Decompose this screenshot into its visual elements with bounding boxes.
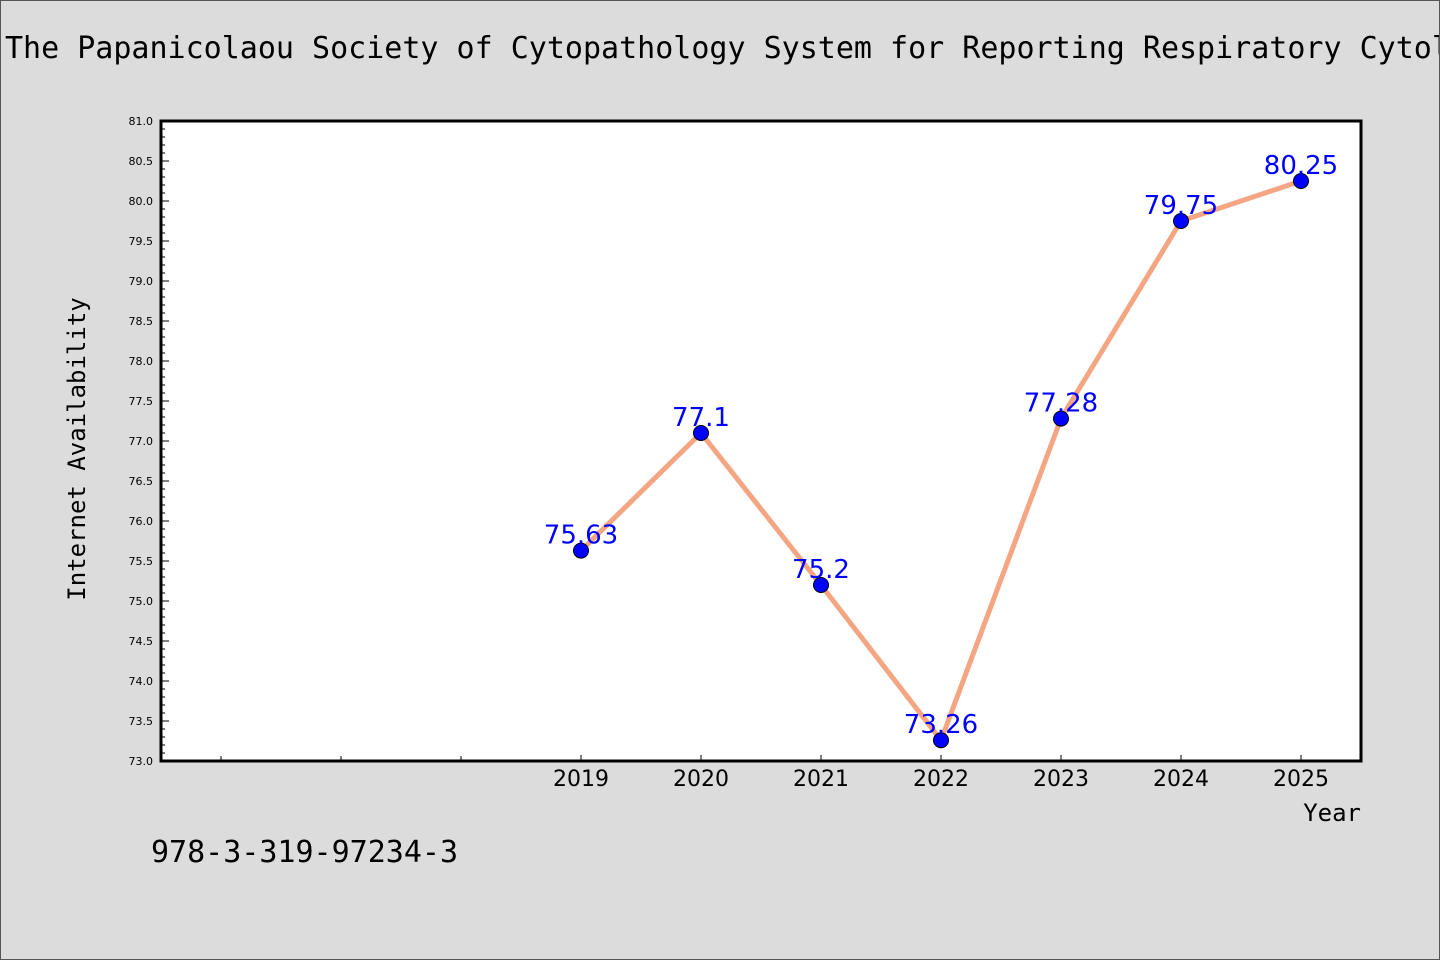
plot-area [159, 119, 1363, 763]
data-point [573, 542, 589, 559]
y-tick-label: 74.5 [129, 635, 154, 648]
x-tick-label: 2022 [913, 767, 969, 792]
x-tick-label: 2024 [1153, 767, 1209, 792]
x-tick-label: 2020 [673, 767, 729, 792]
y-tick-label: 80.5 [129, 155, 154, 168]
data-point [1173, 213, 1189, 229]
data-label: 77.1 [672, 403, 730, 433]
y-tick-label: 73.0 [129, 755, 154, 768]
data-point [813, 577, 829, 593]
data-point [1293, 173, 1309, 189]
chart-title: The Papanicolaou Society of Cytopatholog… [5, 31, 1440, 66]
data-point [693, 425, 709, 441]
data-label: 80.25 [1264, 151, 1338, 181]
data-label: 73.26 [904, 710, 978, 740]
y-tick-label: 78.5 [129, 315, 154, 328]
y-tick-label: 78.0 [129, 355, 154, 368]
y-tick-label: 74.0 [129, 675, 154, 688]
data-label: 77.28 [1024, 389, 1098, 419]
x-tick-label: 2025 [1273, 767, 1329, 792]
y-tick-label: 75.5 [129, 555, 154, 568]
y-tick-label: 76.5 [129, 475, 154, 488]
y-tick-label: 80.0 [129, 195, 154, 208]
data-label: 75.2 [792, 555, 850, 585]
footnote-isbn: 978-3-319-97234-3 [151, 835, 459, 870]
y-tick-label: 76.0 [129, 515, 154, 528]
x-tick-label: 2021 [793, 767, 849, 792]
y-tick-label: 77.5 [129, 395, 154, 408]
y-tick-label: 79.5 [129, 235, 154, 248]
y-tick-label: 75.0 [129, 595, 154, 608]
y-tick-label: 79.0 [129, 275, 154, 288]
x-axis-title: Year [1303, 799, 1361, 827]
data-point [933, 732, 949, 749]
data-label: 79.75 [1144, 191, 1218, 221]
y-axis-title: Internet Availability [63, 297, 91, 600]
y-tick-label: 77.0 [129, 435, 154, 448]
data-label: 75.63 [544, 521, 618, 551]
y-tick-label: 81.0 [129, 115, 154, 128]
x-tick-label: 2023 [1033, 767, 1089, 792]
y-tick-label: 73.5 [129, 715, 154, 728]
x-tick-label: 2019 [553, 767, 609, 792]
data-point [1053, 410, 1069, 427]
